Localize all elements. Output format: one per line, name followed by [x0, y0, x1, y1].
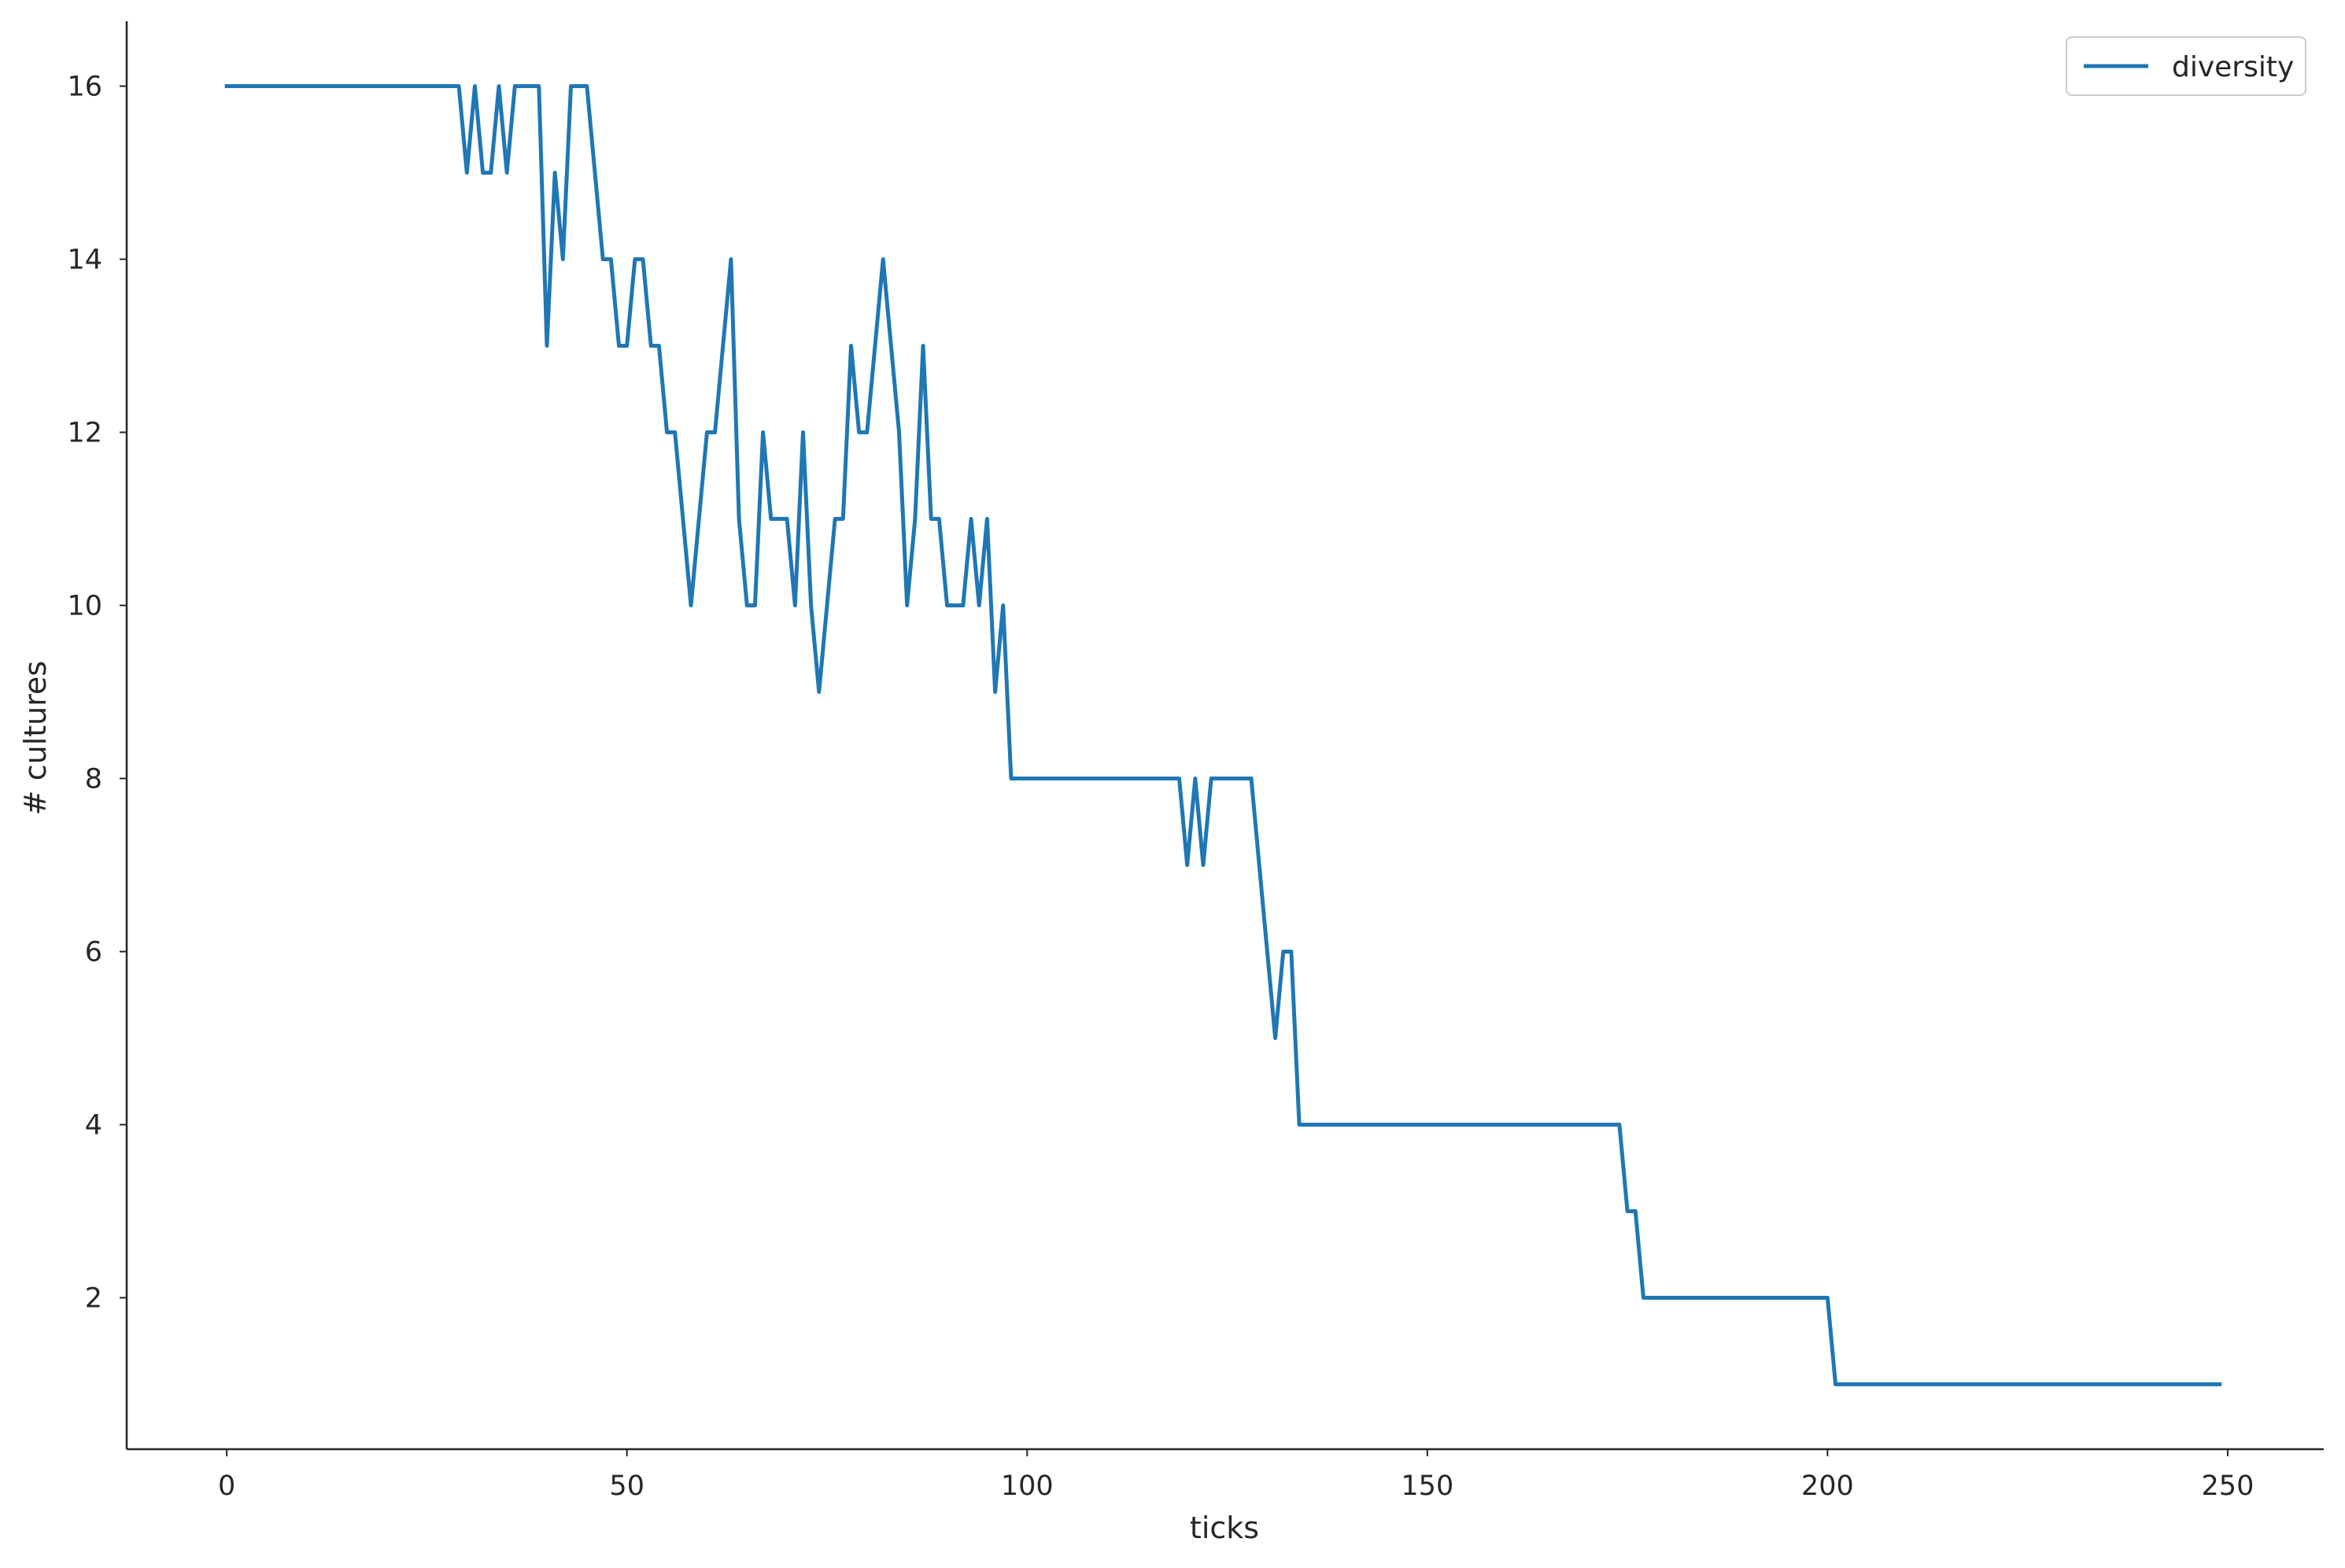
y-tick-label: 8 — [85, 764, 102, 795]
x-tick-label: 200 — [1801, 1470, 1854, 1502]
y-tick-label: 14 — [67, 245, 102, 276]
x-tick-label: 0 — [218, 1470, 235, 1502]
legend-frame — [2066, 36, 2306, 96]
x-axis-label: ticks — [1190, 1511, 1259, 1545]
y-axis-label: # cultures — [18, 661, 53, 815]
y-tick-label: 4 — [85, 1110, 102, 1142]
x-tick-label: 50 — [609, 1470, 644, 1502]
y-tick-label: 12 — [67, 418, 102, 449]
y-tick-label: 6 — [85, 937, 102, 968]
x-tick-label: 250 — [2202, 1470, 2255, 1502]
y-axis-ticks: 2 4 6 8 10 12 14 16 — [67, 72, 127, 1315]
x-tick-label: 100 — [1001, 1470, 1054, 1502]
legend-label-diversity: diversity — [2172, 51, 2294, 83]
y-tick-label: 10 — [67, 591, 102, 622]
x-axis-ticks: 0 50 100 150 200 250 — [218, 1449, 2254, 1502]
y-tick-label: 16 — [67, 72, 102, 103]
y-tick-label: 2 — [85, 1283, 102, 1315]
series-line-diversity — [224, 84, 2222, 1386]
x-tick-label: 150 — [1401, 1470, 1453, 1502]
legend: diversity — [2066, 36, 2306, 96]
